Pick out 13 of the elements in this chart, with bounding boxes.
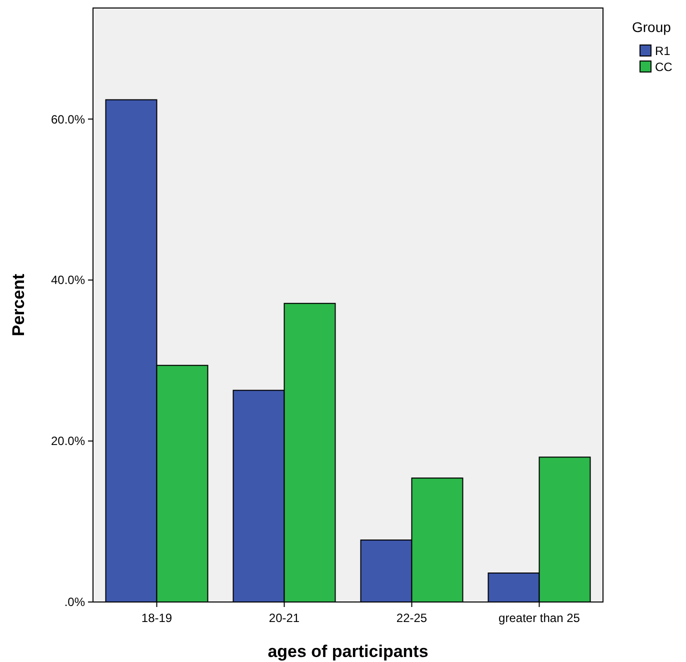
y-axis-title: Percent xyxy=(9,273,28,336)
y-tick-label: .0% xyxy=(64,595,86,610)
legend-label: R1 xyxy=(655,44,671,58)
legend-title: Group xyxy=(632,19,672,35)
y-tick-label: 40.0% xyxy=(50,273,86,288)
y-tick-label: 20.0% xyxy=(50,434,86,448)
x-axis-title: ages of participants xyxy=(268,642,428,661)
x-tick-label: greater than 25 xyxy=(498,611,580,625)
x-tick-label: 22-25 xyxy=(396,611,428,625)
legend-label: CC xyxy=(655,60,673,74)
y-tick-label: 60.0% xyxy=(50,112,86,126)
x-tick-label: 20-21 xyxy=(268,611,300,625)
x-tick-label: 18-19 xyxy=(141,611,172,625)
